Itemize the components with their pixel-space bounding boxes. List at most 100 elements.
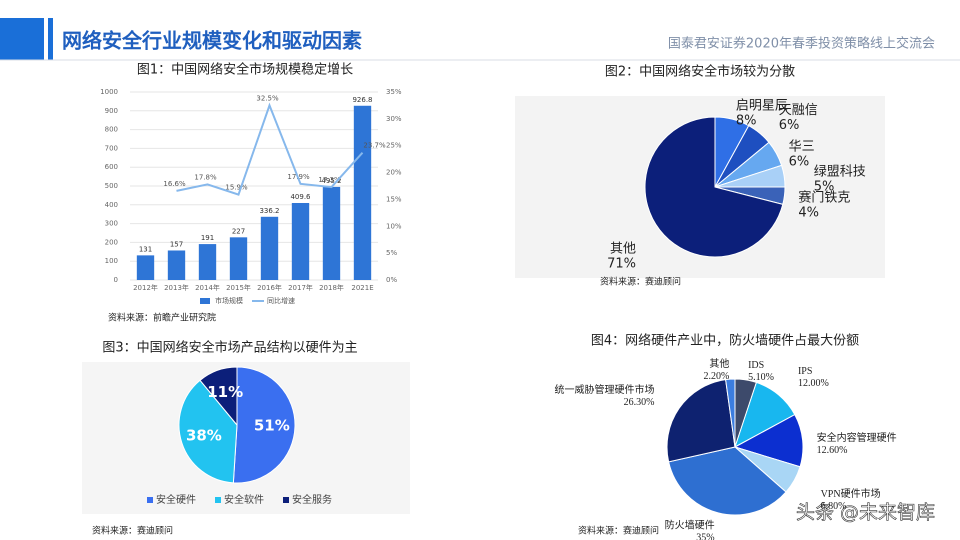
pie-slice	[725, 378, 736, 448]
data-label: 统一威胁管理硬件市场 26.30%	[554, 383, 654, 408]
category-label: 安全内容管理硬件	[817, 431, 897, 444]
header-block	[0, 18, 44, 60]
category-label: VPN硬件市场	[821, 487, 881, 500]
data-label: 安全内容管理硬件 12.60%	[817, 431, 897, 456]
line	[176, 102, 364, 196]
value-label: 71%	[607, 256, 636, 271]
pie-slice	[644, 116, 784, 258]
bar	[260, 216, 279, 280]
legend-label: 同比增速	[267, 296, 295, 305]
header-subtitle: 国泰君安证券2020年春季投资策略线上交流会	[668, 36, 935, 52]
pie-slice	[232, 366, 296, 484]
y2-tick-label: 30%	[386, 115, 402, 123]
category-label: IDS	[748, 360, 764, 371]
category-label: 绿盟科技	[814, 164, 866, 179]
x-tick-label: 2013年	[164, 283, 189, 292]
data-label: 绿盟科技 5%	[814, 164, 866, 194]
value-label: 2.20%	[703, 371, 729, 382]
value-label: 6%	[789, 154, 810, 169]
x-tick-label: 2018年	[319, 283, 344, 292]
y-tick-label: 1000	[100, 88, 118, 96]
source-note: 资料来源：前瞻产业研究院	[108, 312, 216, 324]
y2-tick-label: 25%	[386, 142, 402, 150]
header-title: 网络安全行业规模变化和驱动因素	[62, 29, 362, 53]
data-label: 防火墙硬件 35%	[665, 519, 715, 540]
x-tick-label: 2012年	[133, 283, 158, 292]
legend-swatch	[147, 497, 153, 503]
value-label: 5%	[814, 179, 835, 194]
bar	[229, 237, 248, 280]
value-label: 4%	[798, 205, 819, 220]
chart-title: 图3：中国网络安全市场产品结构以硬件为主	[102, 340, 357, 356]
legend-label: 安全硬件	[156, 493, 196, 506]
legend-swatch	[200, 298, 210, 304]
legend-swatch	[283, 497, 289, 503]
bar	[136, 255, 155, 280]
legend-label: 市场规模	[215, 296, 243, 305]
data-label: 天融信 6%	[779, 102, 818, 132]
chart-title: 图4：网络硬件产业中，防火墙硬件占最大份额	[591, 333, 859, 349]
value-label: 35%	[696, 533, 714, 540]
category-label: 其他	[709, 357, 729, 370]
data-label: VPN硬件市场 6.80%	[821, 487, 881, 512]
y2-tick-label: 5%	[386, 249, 397, 257]
category-label: IPS	[798, 366, 812, 377]
data-label: IPS 12.00%	[798, 366, 829, 389]
data-label: 336.2	[259, 207, 279, 215]
y-tick-label: 500	[105, 182, 118, 190]
y-tick-label: 800	[105, 126, 118, 134]
bar	[198, 244, 217, 280]
data-label: 157	[170, 240, 183, 248]
value-label: 5.10%	[748, 372, 774, 383]
x-tick-label: 2017年	[288, 283, 313, 292]
value-label: 6%	[779, 117, 800, 132]
data-label: 38%	[186, 426, 222, 444]
data-label: 23.7%	[363, 142, 386, 150]
pie-slice	[178, 379, 238, 484]
legend-label: 安全服务	[292, 493, 332, 506]
bar	[167, 250, 186, 280]
bar	[291, 202, 310, 280]
chart-title: 图1：中国网络安全市场规模稳定增长	[137, 62, 353, 78]
x-tick-label: 2016年	[257, 283, 282, 292]
source-note: 资料来源：赛迪顾问	[600, 276, 681, 288]
bar	[322, 186, 341, 280]
value-label: 12.60%	[817, 445, 848, 456]
legend-swatch	[215, 497, 221, 503]
data-label: 409.6	[290, 193, 311, 201]
data-label: 495.2	[321, 177, 341, 185]
category-label: 赛门铁克	[798, 189, 850, 205]
data-label: 华三 6%	[789, 139, 815, 169]
category-label: 启明星辰	[736, 98, 788, 113]
y2-tick-label: 0%	[386, 276, 397, 284]
value-label: 6.80%	[821, 501, 847, 512]
watermark: 头条 @未来智库	[796, 502, 935, 524]
category-label: 防火墙硬件	[665, 519, 715, 532]
data-label: 17.8%	[194, 173, 217, 181]
y-tick-label: 300	[105, 220, 118, 228]
data-label: 32.5%	[256, 94, 279, 102]
chart-title: 图2：中国网络安全市场较为分散	[605, 64, 795, 80]
data-label: 17.3%	[318, 176, 341, 184]
bar	[353, 105, 372, 280]
source-note: 资料来源：赛迪顾问	[578, 525, 659, 537]
x-tick-label: 2014年	[195, 283, 220, 292]
y-tick-label: 400	[105, 201, 118, 209]
data-label: 启明星辰 8%	[736, 98, 788, 128]
y-tick-label: 200	[105, 238, 118, 246]
data-label: IDS 5.10%	[748, 360, 774, 383]
source-note: 资料来源：赛迪顾问	[92, 525, 173, 537]
y2-tick-label: 35%	[386, 88, 402, 96]
data-label: 赛门铁克 4%	[798, 189, 850, 220]
value-label: 26.30%	[624, 397, 655, 408]
y-tick-label: 900	[105, 107, 118, 115]
data-label: 191	[201, 234, 214, 242]
pie-slice	[199, 366, 238, 427]
value-label: 12.00%	[798, 378, 829, 389]
data-label: 16.6%	[163, 180, 186, 188]
pie-slice	[666, 379, 736, 463]
header-bar	[48, 18, 53, 60]
y-tick-label: 600	[105, 163, 118, 171]
y-tick-label: 700	[105, 144, 118, 152]
